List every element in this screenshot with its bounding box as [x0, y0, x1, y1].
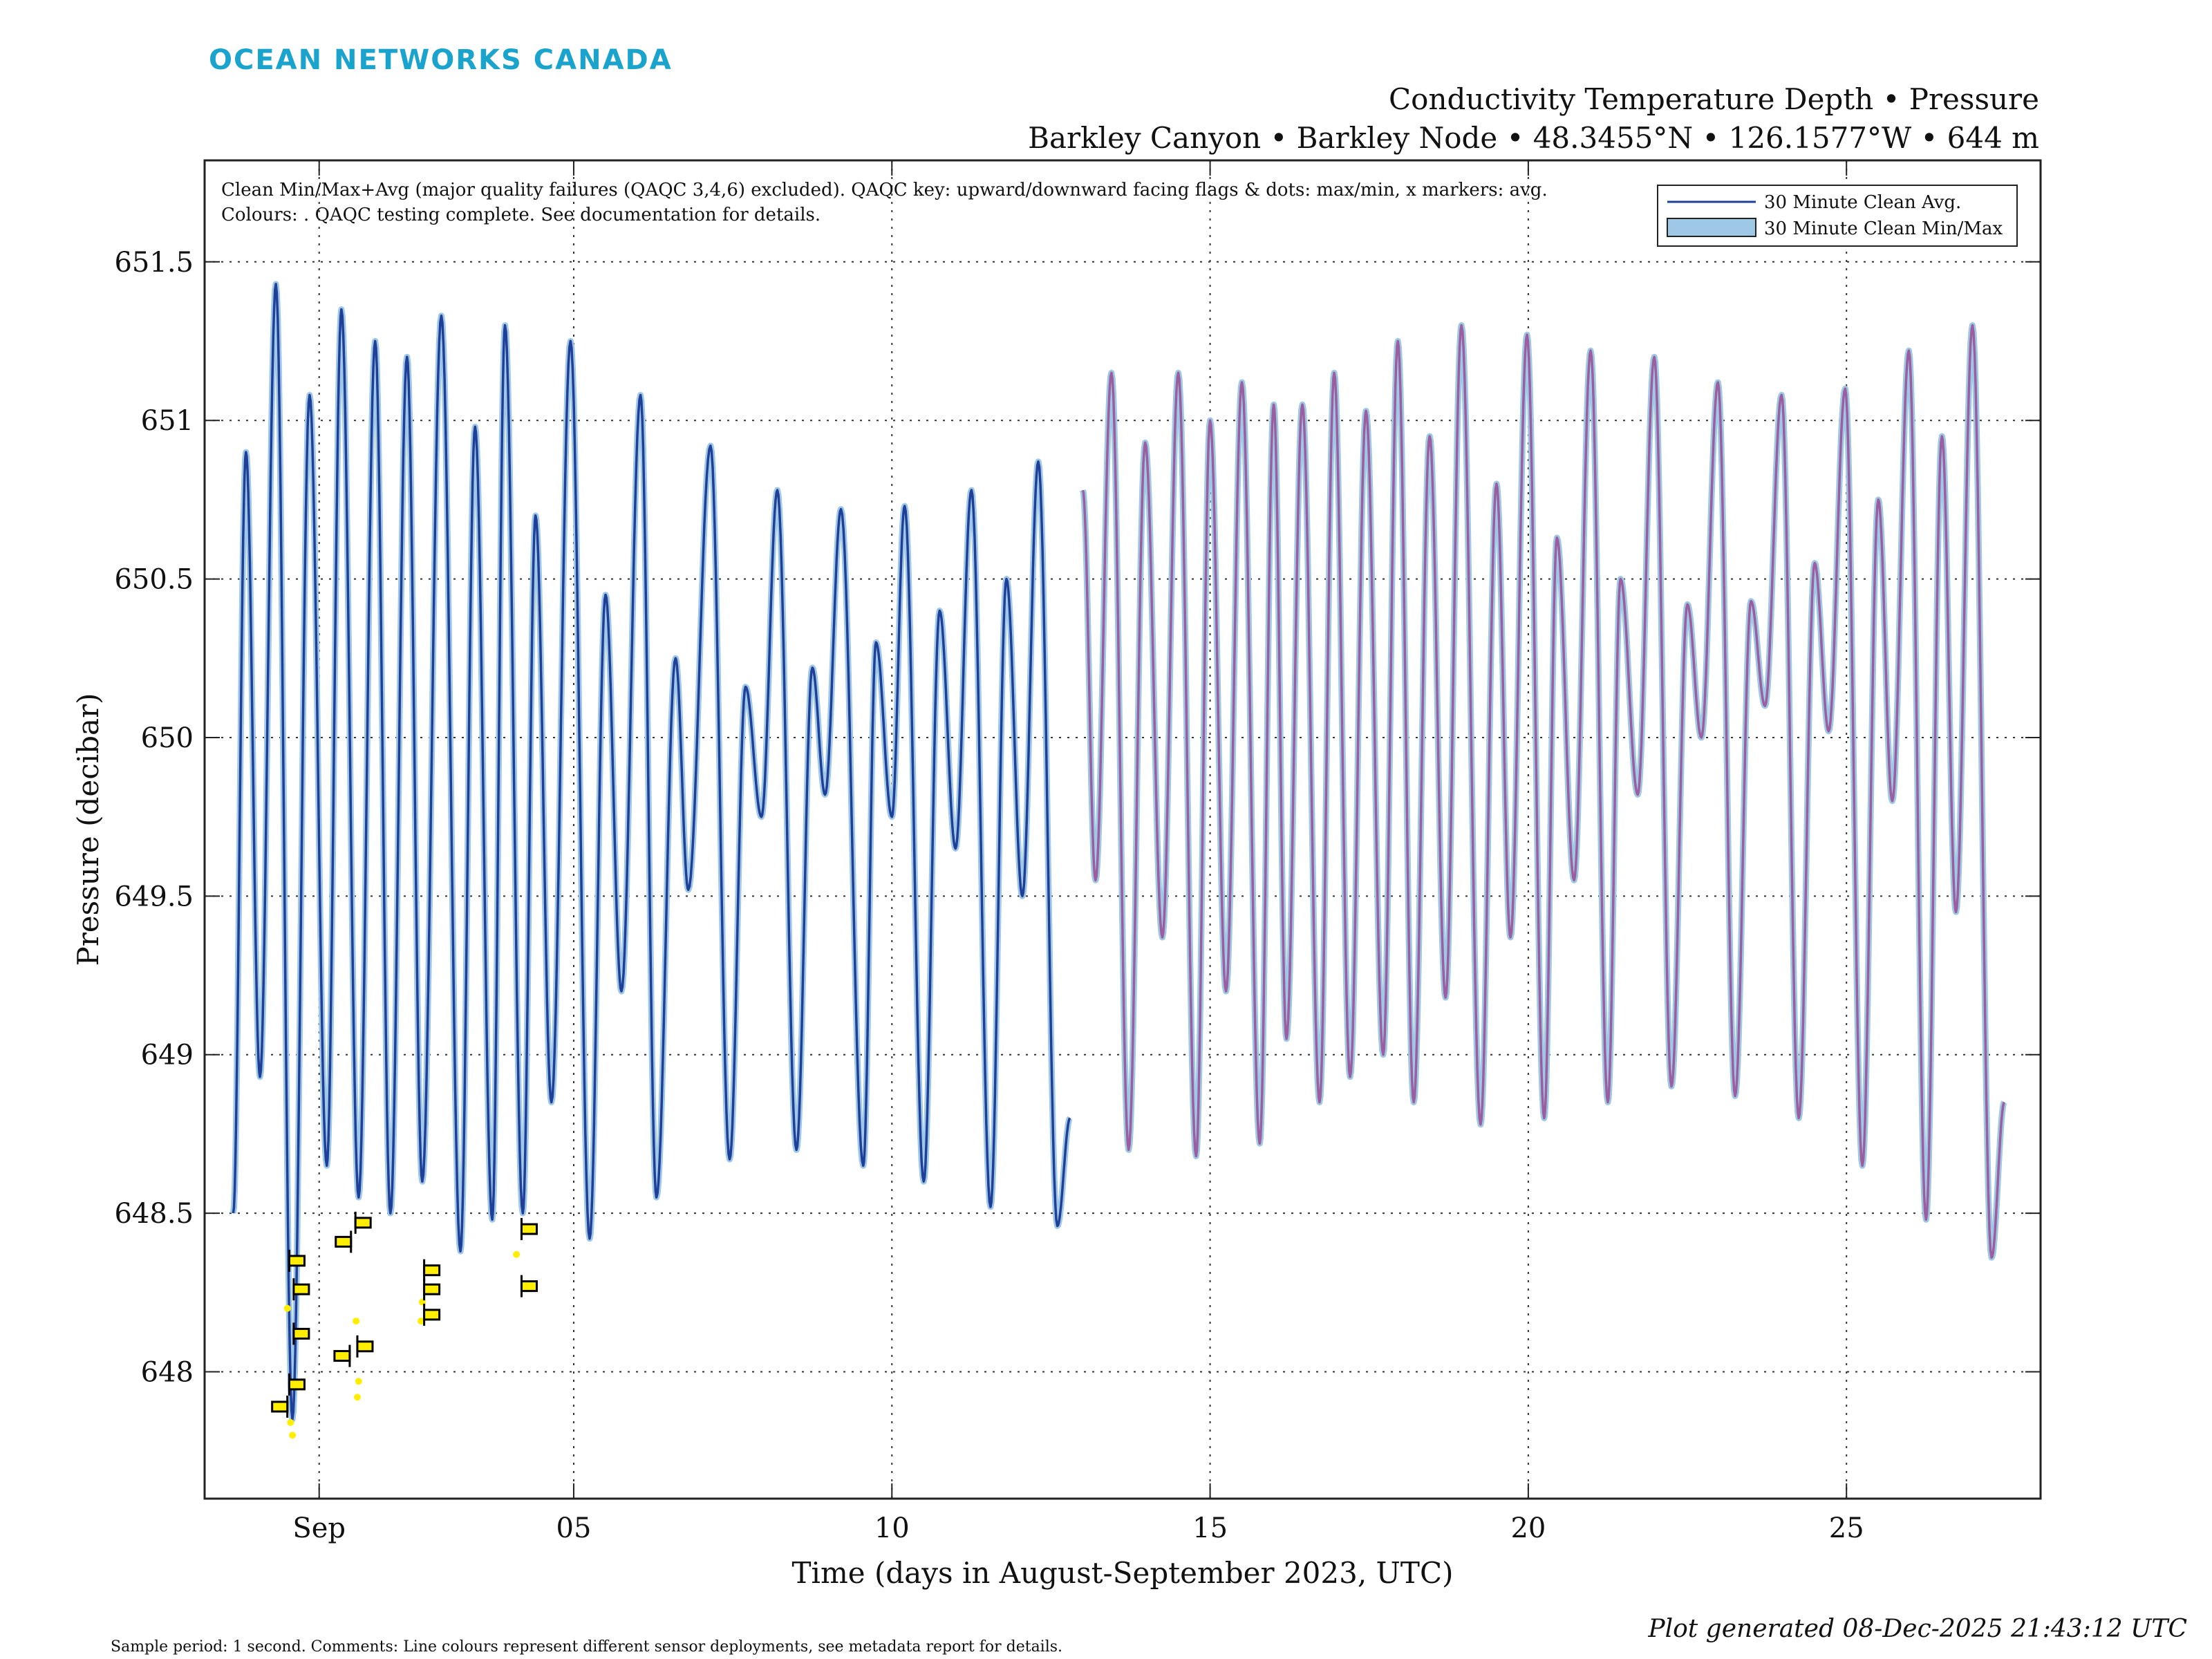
qaqc-flag [288, 1373, 306, 1396]
qaqc-flag [354, 1211, 372, 1234]
series-lines [232, 283, 2006, 1421]
qaqc-flag-box [423, 1309, 441, 1321]
qaqc-flag-box [520, 1223, 538, 1235]
notes-line-1: Clean Min/Max+Avg (major quality failure… [221, 180, 1548, 200]
qaqc-dot [283, 1304, 291, 1312]
qaqc-flag-box [292, 1327, 310, 1340]
qaqc-flag-box [354, 1217, 372, 1229]
x-tick-label: 10 [874, 1512, 910, 1544]
axis-ticks: 648 648.5 649 649.5 650 650.5 651 651.5 Sep 05 10 1… [114, 160, 2041, 1544]
title-line-2: Barkley Canyon • Barkley Node • 48.3455°… [1028, 121, 2039, 155]
avg-series-line [1081, 324, 2006, 1259]
y-tick-label: 649 [141, 1040, 194, 1071]
legend-minmax-label: 30 Minute Clean Min/Max [1764, 218, 2003, 239]
notes-line-2: Colours: . QAQC testing complete. See do… [221, 205, 821, 225]
qaqc-flag [271, 1395, 289, 1418]
qaqc-flag [335, 1230, 353, 1253]
avg-series-line [232, 283, 1071, 1421]
sample-note: Sample period: 1 second. Comments: Line … [111, 1638, 1063, 1656]
y-tick-label: 648 [141, 1356, 194, 1388]
qaqc-flag-box [288, 1255, 306, 1267]
qaqc-dot [355, 1378, 362, 1385]
legend-minmax-swatch [1667, 218, 1756, 237]
qaqc-flag [292, 1322, 310, 1345]
chart-title: Conductivity Temperature Depth • Pressur… [1028, 80, 2039, 158]
title-line-1: Conductivity Temperature Depth • Pressur… [1389, 82, 2039, 116]
y-tick-label: 650.5 [114, 564, 194, 596]
qaqc-flag-box [520, 1280, 538, 1293]
x-tick-label: 15 [1192, 1512, 1228, 1544]
qaqc-flag-box [271, 1400, 289, 1413]
x-tick-label: 05 [556, 1512, 592, 1544]
y-tick-label: 651 [141, 405, 194, 437]
y-tick-label: 650 [141, 722, 194, 754]
y-tick-label: 651.5 [114, 247, 194, 279]
qaqc-flag-box [335, 1235, 353, 1248]
y-tick-label: 648.5 [114, 1198, 194, 1230]
qaqc-flag [423, 1303, 441, 1326]
plot-frame [203, 159, 2042, 1500]
qaqc-flag [356, 1335, 374, 1358]
qaqc-flag-box [423, 1283, 441, 1295]
qaqc-flag [520, 1218, 538, 1241]
plot-generated: Plot generated 08-Dec-2025 21:43:12 UTC [1648, 1615, 2187, 1643]
qaqc-dot [353, 1318, 360, 1325]
onc-logo: OCEAN NETWORKS CANADA [209, 44, 673, 76]
x-axis-label: Time (days in August-September 2023, UTC… [792, 1556, 1454, 1590]
x-tick-label: 25 [1829, 1512, 1864, 1544]
qaqc-flag-box [292, 1283, 310, 1295]
qaqc-flag-box [288, 1378, 306, 1391]
qaqc-flag [423, 1278, 441, 1301]
y-axis-label: Pressure (decibar) [71, 693, 105, 966]
qaqc-dot [287, 1418, 294, 1426]
qaqc-markers [271, 1211, 538, 1439]
legend-avg-label: 30 Minute Clean Avg. [1764, 192, 1961, 213]
x-tick-label: Sep [292, 1512, 346, 1544]
x-tick-label: 20 [1510, 1512, 1546, 1544]
qaqc-flag [520, 1275, 538, 1297]
qaqc-dot [353, 1394, 361, 1401]
qaqc-dot [289, 1432, 297, 1439]
qaqc-flag [423, 1259, 441, 1282]
qaqc-flag [333, 1344, 351, 1367]
qaqc-flag-box [333, 1350, 351, 1362]
qaqc-flag-box [423, 1264, 441, 1277]
legend: 30 Minute Clean Avg. 30 Minute Clean Min… [1657, 185, 2018, 247]
qaqc-flag-box [356, 1340, 374, 1353]
qaqc-flag [288, 1249, 306, 1272]
qaqc-dot [513, 1250, 521, 1258]
qaqc-flag [292, 1278, 310, 1301]
y-tick-label: 649.5 [114, 881, 194, 912]
qaqc-dot [418, 1318, 425, 1325]
